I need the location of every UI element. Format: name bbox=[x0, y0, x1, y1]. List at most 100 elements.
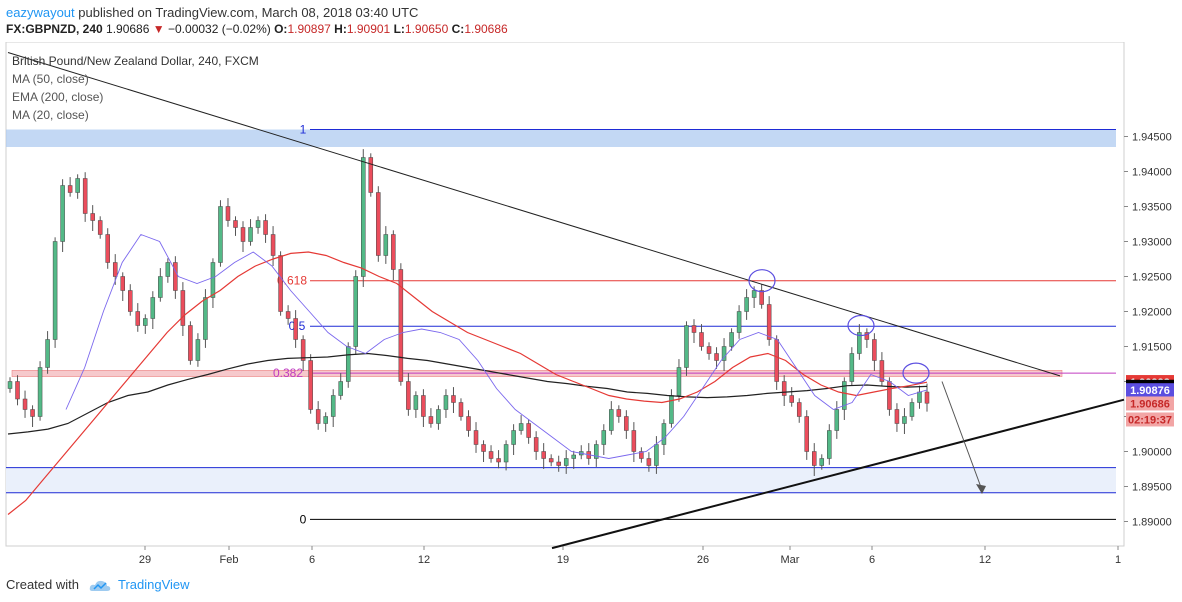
y-tick-label: 1.93000 bbox=[1132, 237, 1172, 249]
candle bbox=[300, 335, 306, 371]
candle bbox=[128, 284, 133, 316]
high-value: 1.90901 bbox=[346, 22, 391, 36]
candle bbox=[631, 422, 637, 462]
candle bbox=[225, 198, 231, 227]
fib-level-label: 0.618 bbox=[277, 274, 307, 288]
symbol-label: FX:GBPNZD, 240 bbox=[6, 22, 103, 36]
candle bbox=[338, 373, 343, 400]
candle bbox=[759, 284, 764, 309]
candle bbox=[345, 342, 351, 388]
svg-text:1.90876: 1.90876 bbox=[1130, 385, 1170, 397]
candle bbox=[676, 359, 682, 402]
candle bbox=[330, 389, 336, 427]
candle bbox=[180, 282, 186, 336]
candle bbox=[714, 347, 719, 369]
legend-ma20[interactable]: MA (20, close) bbox=[12, 108, 89, 122]
candle bbox=[67, 177, 73, 197]
price-label: 02:19:37 bbox=[1126, 412, 1174, 427]
candle bbox=[654, 436, 659, 474]
down-arrow-icon: ▼ bbox=[152, 22, 165, 36]
candle bbox=[548, 454, 554, 467]
candle bbox=[744, 289, 749, 320]
chart-legend: British Pound/New Zealand Dollar, 240, F… bbox=[12, 52, 259, 124]
last-price: 1.90686 bbox=[106, 22, 150, 36]
created-with-label: Created with bbox=[6, 577, 79, 592]
candle bbox=[97, 216, 103, 239]
y-tick-label: 1.89000 bbox=[1132, 517, 1172, 529]
candle bbox=[7, 377, 13, 393]
candle bbox=[173, 256, 178, 299]
candle bbox=[428, 408, 434, 428]
close-value: 1.90686 bbox=[464, 22, 508, 36]
published-text: published on TradingView.com, March 08, … bbox=[78, 5, 419, 20]
quote-line: FX:GBPNZD, 240 1.90686 ▼ −0.00032 (−0.02… bbox=[6, 22, 508, 36]
y-tick-label: 1.93500 bbox=[1132, 202, 1172, 214]
support-zone bbox=[6, 467, 1116, 493]
candle bbox=[691, 319, 697, 343]
high-label: H: bbox=[334, 22, 347, 36]
svg-text:02:19:37: 02:19:37 bbox=[1128, 414, 1172, 426]
candle bbox=[473, 422, 479, 453]
candle bbox=[563, 450, 569, 474]
candle bbox=[721, 338, 727, 371]
x-tick-label: 6 bbox=[869, 554, 875, 566]
candle bbox=[541, 443, 546, 469]
fib-level-label: 1 bbox=[300, 123, 307, 137]
y-tick-label: 1.94000 bbox=[1132, 167, 1172, 179]
resistance-zone bbox=[6, 129, 1116, 147]
candle bbox=[240, 221, 246, 252]
price-chart[interactable]: 1.890001.895001.900001.905001.910001.915… bbox=[0, 41, 1182, 572]
candle bbox=[323, 412, 328, 432]
candle bbox=[353, 270, 359, 355]
x-tick-label: 19 bbox=[557, 554, 569, 566]
tradingview-link[interactable]: TradingView bbox=[118, 577, 190, 592]
candle bbox=[774, 335, 779, 390]
candle bbox=[255, 216, 261, 234]
highlight-circle bbox=[748, 269, 776, 293]
svg-text:1.90686: 1.90686 bbox=[1130, 398, 1170, 410]
y-tick-label: 1.92500 bbox=[1132, 272, 1172, 284]
candle bbox=[639, 447, 644, 463]
low-value: 1.90650 bbox=[404, 22, 449, 36]
y-tick-label: 1.90000 bbox=[1132, 447, 1172, 459]
chart-container[interactable]: 1.890001.895001.900001.905001.910001.915… bbox=[0, 41, 1182, 572]
candle bbox=[406, 373, 411, 416]
candle bbox=[285, 305, 291, 325]
candle bbox=[315, 401, 321, 430]
candle bbox=[436, 405, 441, 430]
candle bbox=[376, 186, 381, 262]
candle bbox=[616, 405, 622, 423]
legend-ma50[interactable]: MA (50, close) bbox=[12, 72, 89, 86]
candle bbox=[729, 328, 734, 351]
candle bbox=[443, 389, 449, 418]
candle bbox=[75, 174, 80, 199]
fib-level-label: 0 bbox=[300, 512, 307, 526]
x-tick-label: Mar bbox=[781, 554, 800, 566]
legend-ema200[interactable]: EMA (200, close) bbox=[12, 90, 104, 104]
candle bbox=[518, 415, 524, 435]
candle bbox=[218, 200, 223, 267]
candle bbox=[481, 440, 486, 462]
candle bbox=[195, 333, 201, 367]
candle bbox=[15, 375, 20, 406]
candle bbox=[924, 383, 930, 412]
close-label: C: bbox=[451, 22, 465, 36]
candle bbox=[263, 214, 268, 243]
candle bbox=[158, 268, 163, 302]
candle bbox=[827, 424, 832, 465]
candle bbox=[699, 324, 704, 351]
candle bbox=[165, 258, 171, 283]
candle bbox=[796, 398, 802, 423]
candle bbox=[684, 321, 689, 376]
candle bbox=[488, 445, 494, 463]
candle bbox=[511, 424, 516, 455]
x-tick-label: 1 bbox=[1115, 554, 1121, 566]
author-link[interactable]: eazywayout bbox=[6, 5, 75, 20]
candle bbox=[398, 263, 404, 386]
candle bbox=[736, 305, 742, 339]
candle bbox=[872, 333, 877, 371]
candle bbox=[609, 401, 614, 435]
candle bbox=[458, 398, 464, 421]
ma20-line bbox=[65, 233, 928, 459]
projection-arrow bbox=[941, 381, 983, 491]
